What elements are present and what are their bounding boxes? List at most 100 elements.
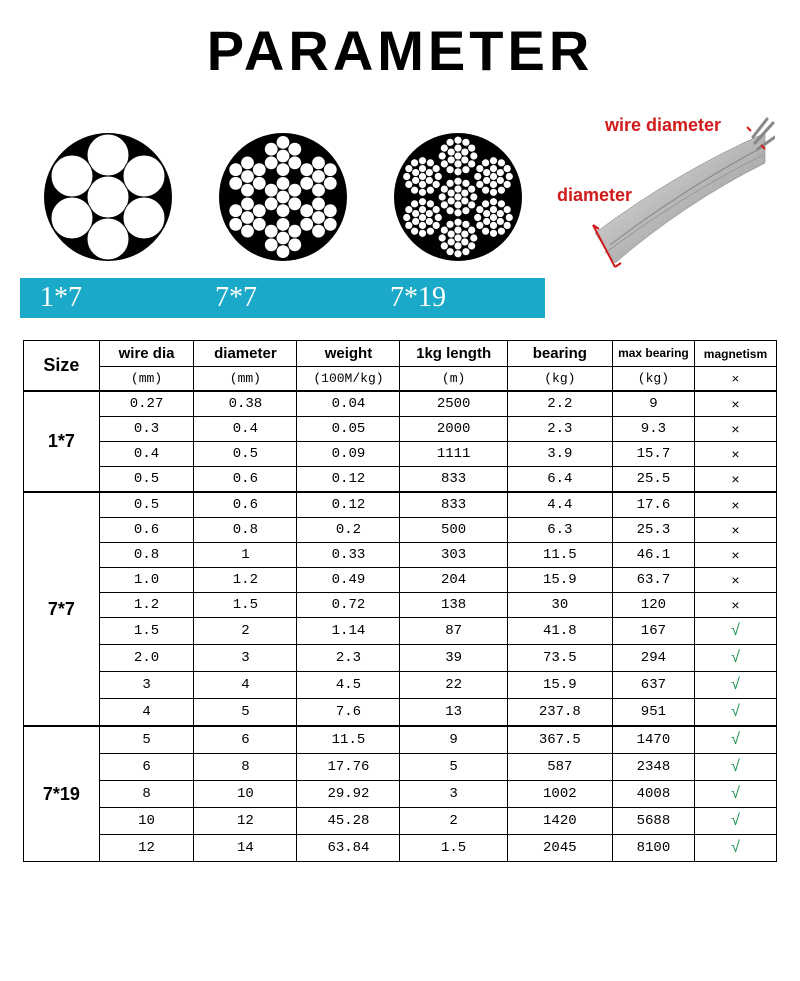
data-cell: 45.28 — [297, 808, 400, 835]
data-cell: 1111 — [400, 442, 507, 467]
data-cell: 12 — [194, 808, 297, 835]
data-cell: 87 — [400, 618, 507, 645]
data-cell: 1420 — [507, 808, 612, 835]
data-cell: 15.9 — [507, 568, 612, 593]
table-row: 1.21.50.7213830120× — [24, 593, 777, 618]
data-cell: 237.8 — [507, 699, 612, 727]
table-row: 457.613237.8951√ — [24, 699, 777, 727]
data-cell: 4008 — [612, 781, 694, 808]
data-cell: 17.76 — [297, 754, 400, 781]
data-cell: 14 — [194, 835, 297, 862]
data-cell: 8 — [99, 781, 194, 808]
data-cell: 13 — [400, 699, 507, 727]
data-cell: 1 — [194, 543, 297, 568]
data-cell: 0.38 — [194, 391, 297, 417]
data-cell: 2045 — [507, 835, 612, 862]
data-cell: 1.0 — [99, 568, 194, 593]
data-cell: 39 — [400, 645, 507, 672]
parameter-table: Size wire dia diameter weight 1kg length… — [23, 340, 777, 862]
table-row: 0.30.40.0520002.39.3× — [24, 417, 777, 442]
data-cell: 2.3 — [507, 417, 612, 442]
data-cell: × — [694, 568, 776, 593]
data-cell: 833 — [400, 492, 507, 518]
data-cell: 12 — [99, 835, 194, 862]
diagram-label-1x7: 1*7 — [20, 278, 195, 318]
data-cell: 10 — [194, 781, 297, 808]
table-row: 1.521.148741.8167√ — [24, 618, 777, 645]
table-row: 1.01.20.4920415.963.7× — [24, 568, 777, 593]
data-cell: 73.5 — [507, 645, 612, 672]
data-cell: 2.3 — [297, 645, 400, 672]
data-cell: 0.33 — [297, 543, 400, 568]
data-cell: 1.2 — [194, 568, 297, 593]
header-size: Size — [24, 341, 100, 392]
data-cell: 2 — [400, 808, 507, 835]
data-cell: 5 — [99, 726, 194, 754]
header-diameter: diameter — [194, 341, 297, 367]
data-cell: √ — [694, 699, 776, 727]
table-row: 0.40.50.0911113.915.7× — [24, 442, 777, 467]
data-cell: 5 — [194, 699, 297, 727]
data-cell: 3.9 — [507, 442, 612, 467]
unit-weight: (100M/kg) — [297, 367, 400, 392]
data-cell: 0.27 — [99, 391, 194, 417]
data-cell: 25.5 — [612, 467, 694, 493]
data-cell: 0.72 — [297, 593, 400, 618]
cross-section-7x7-icon — [208, 122, 358, 272]
data-cell: 1.5 — [194, 593, 297, 618]
data-cell: 0.8 — [99, 543, 194, 568]
data-cell: 0.3 — [99, 417, 194, 442]
data-cell: 0.6 — [99, 518, 194, 543]
diagram-7x19: 7*19 — [370, 122, 545, 318]
data-cell: 0.04 — [297, 391, 400, 417]
data-cell: 0.5 — [99, 467, 194, 493]
header-bearing: bearing — [507, 341, 612, 367]
data-cell: 367.5 — [507, 726, 612, 754]
data-cell: 29.92 — [297, 781, 400, 808]
size-cell: 7*7 — [24, 492, 100, 726]
data-cell: × — [694, 442, 776, 467]
data-cell: 0.12 — [297, 492, 400, 518]
data-cell: 9.3 — [612, 417, 694, 442]
diagram-label-7x7: 7*7 — [195, 278, 370, 318]
data-cell: 1002 — [507, 781, 612, 808]
data-cell: 500 — [400, 518, 507, 543]
data-cell: 294 — [612, 645, 694, 672]
data-cell: 11.5 — [297, 726, 400, 754]
table-row: 81029.92310024008√ — [24, 781, 777, 808]
data-cell: √ — [694, 672, 776, 699]
header-magnetism: magnetism — [694, 341, 776, 367]
data-cell: 0.12 — [297, 467, 400, 493]
data-cell: 167 — [612, 618, 694, 645]
diagram-row: 1*7 7*7 7*19 wire diameter diameter — [0, 113, 800, 318]
data-cell: 138 — [400, 593, 507, 618]
unit-magnetism: × — [694, 367, 776, 392]
data-cell: 3 — [194, 645, 297, 672]
diagram-1x7: 1*7 — [20, 122, 195, 318]
data-cell: × — [694, 492, 776, 518]
data-cell: 63.84 — [297, 835, 400, 862]
data-cell: 1.2 — [99, 593, 194, 618]
data-cell: 0.2 — [297, 518, 400, 543]
data-cell: 15.7 — [612, 442, 694, 467]
header-1kg-length: 1kg length — [400, 341, 507, 367]
data-cell: 6 — [194, 726, 297, 754]
data-cell: 6.4 — [507, 467, 612, 493]
data-cell: 637 — [612, 672, 694, 699]
table-row: 344.52215.9637√ — [24, 672, 777, 699]
data-cell: 3 — [99, 672, 194, 699]
data-cell: 8100 — [612, 835, 694, 862]
wire-rope-illustration: wire diameter diameter — [545, 113, 780, 318]
cross-section-7x19-icon — [383, 122, 533, 272]
data-cell: 1470 — [612, 726, 694, 754]
data-cell: 0.05 — [297, 417, 400, 442]
data-cell: 10 — [99, 808, 194, 835]
data-cell: 17.6 — [612, 492, 694, 518]
data-cell: 30 — [507, 593, 612, 618]
data-cell: 1.5 — [400, 835, 507, 862]
data-cell: × — [694, 518, 776, 543]
data-cell: 2.2 — [507, 391, 612, 417]
table-row: 7*70.50.60.128334.417.6× — [24, 492, 777, 518]
data-cell: × — [694, 417, 776, 442]
diagram-label-7x19: 7*19 — [370, 278, 545, 318]
